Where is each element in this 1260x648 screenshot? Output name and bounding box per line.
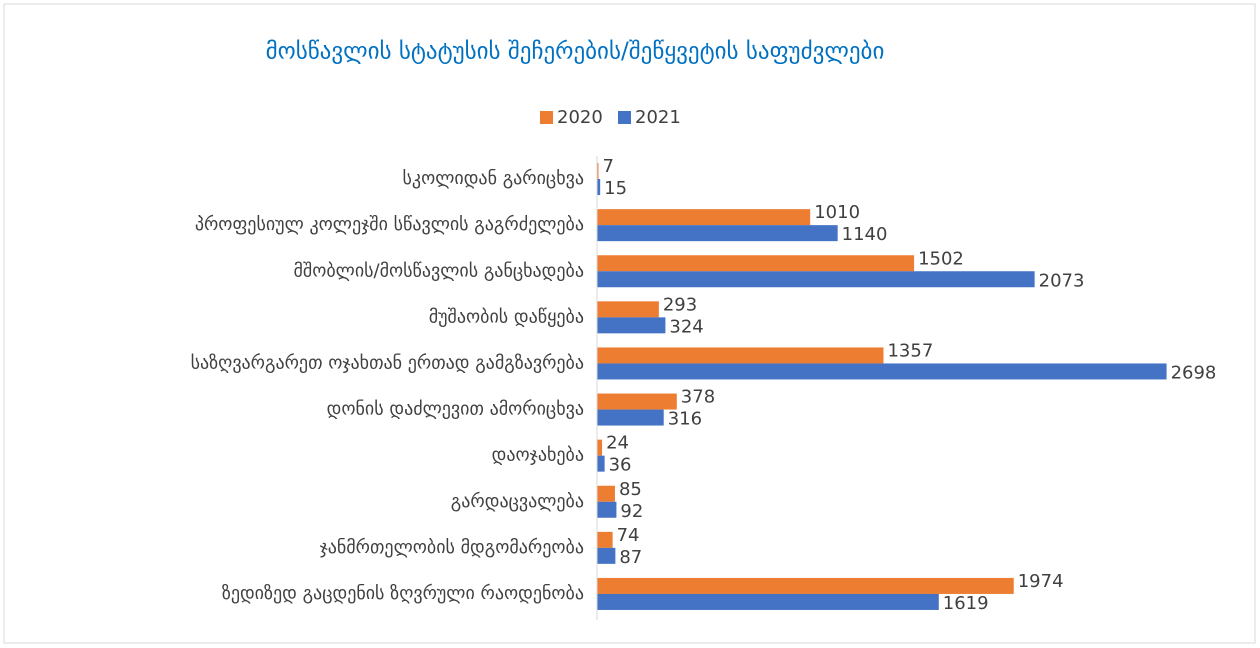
value-label: 1974 — [1018, 571, 1064, 592]
bar — [597, 409, 664, 426]
bar — [597, 531, 613, 548]
value-label: 293 — [663, 294, 697, 315]
bar — [597, 593, 939, 610]
bar — [597, 501, 617, 518]
category-label: მუშაობის დაწყება — [429, 306, 584, 327]
bar — [597, 209, 811, 226]
value-label: 1502 — [918, 248, 964, 269]
bar — [597, 455, 605, 472]
bar — [597, 547, 616, 564]
bar — [597, 363, 1167, 380]
bar — [597, 393, 677, 410]
value-label: 1010 — [814, 202, 860, 223]
bar — [597, 439, 603, 456]
value-label: 324 — [669, 316, 703, 337]
category-label: დონის დაძლევით ამორიცხვა — [327, 399, 584, 420]
value-label: 85 — [619, 479, 642, 500]
value-label: 74 — [617, 525, 640, 546]
category-label: დაოჯახება — [492, 445, 584, 466]
bar — [597, 179, 601, 196]
bar — [597, 347, 884, 364]
chart-title: მოსწავლის სტატუსის შეჩერების/შეწყვეტის ს… — [266, 39, 885, 65]
bar — [597, 163, 599, 180]
category-label: ჯანმრთელობის მდგომარეობა — [320, 537, 584, 558]
value-label: 1619 — [943, 593, 989, 614]
category-label: გარდაცვალება — [451, 491, 584, 512]
legend-swatch — [618, 111, 631, 124]
value-label: 1140 — [842, 224, 888, 245]
legend-label: 2020 — [557, 107, 603, 128]
value-label: 2073 — [1039, 270, 1085, 291]
bar — [597, 271, 1035, 288]
value-label: 15 — [604, 178, 627, 199]
category-label: მშობლის/მოსწავლის განცხადება — [293, 260, 584, 281]
legend-label: 2021 — [635, 107, 681, 128]
bar — [597, 301, 659, 318]
bar — [597, 225, 838, 242]
value-label: 316 — [668, 409, 702, 430]
category-label: პროფესიულ კოლეჯში სწავლის გაგრძელება — [195, 214, 584, 235]
value-label: 87 — [619, 547, 642, 568]
value-label: 92 — [620, 501, 643, 522]
bar — [597, 485, 615, 502]
value-label: 378 — [681, 387, 715, 408]
bar — [597, 317, 666, 334]
value-label: 36 — [609, 455, 632, 476]
bar — [597, 577, 1014, 594]
category-label: საზღვარგარეთ ოჯახთან ერთად გამგზავრება — [191, 352, 584, 373]
category-label: ზედიზედ გაცდენის ზღვრული რაოდენობა — [222, 583, 584, 604]
value-label: 2698 — [1171, 362, 1217, 383]
category-label: სკოლიდან გარიცხვა — [402, 168, 584, 189]
value-label: 7 — [602, 156, 613, 177]
value-label: 1357 — [887, 340, 933, 361]
bar — [597, 255, 915, 272]
value-label: 24 — [606, 433, 629, 454]
legend-swatch — [540, 111, 553, 124]
